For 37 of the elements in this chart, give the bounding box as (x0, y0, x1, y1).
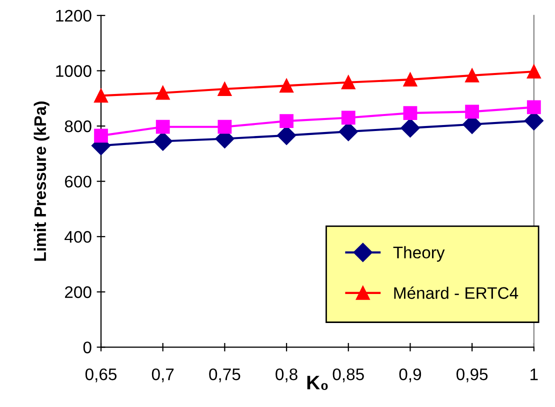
y-tick-label: 600 (65, 176, 92, 188)
point (341, 110, 356, 125)
x-tick-label: 0,75 (209, 368, 240, 382)
y-tick-label: 800 (64, 120, 92, 132)
point (94, 88, 108, 103)
point (156, 120, 170, 134)
x-tick-label: 0,7 (152, 368, 174, 382)
x-axis-title: K₀ (307, 376, 328, 390)
x-tick-label: 1 (530, 368, 538, 380)
point (526, 64, 541, 79)
point (400, 118, 420, 138)
x-tick-label: 0,85 (332, 368, 364, 382)
y-tick-label: 200 (65, 286, 92, 298)
point (341, 75, 356, 90)
y-tick-label: 1000 (56, 65, 92, 77)
point (465, 68, 480, 82)
x-tick-label: 0,95 (456, 368, 488, 382)
y-tick-label: 0 (83, 342, 92, 354)
point (403, 106, 418, 120)
point (280, 78, 294, 93)
y-tick-label: 400 (64, 231, 92, 243)
point (94, 128, 108, 143)
legend-label: Ménard - ERTC4 (394, 286, 518, 299)
point (153, 132, 172, 151)
point (465, 104, 480, 119)
legend-label: Theory (393, 246, 445, 262)
point (156, 86, 170, 100)
x-tick-label: 0,65 (85, 368, 117, 382)
point (218, 82, 232, 96)
point (403, 72, 418, 87)
y-axis-title: Limit Pressure (kPa) (34, 102, 50, 261)
point (280, 114, 294, 128)
y-tick-label: 1200 (56, 10, 92, 22)
point (526, 100, 541, 114)
point (218, 120, 232, 134)
x-tick-label: 0,9 (399, 368, 422, 382)
x-tick-label: 0,8 (276, 368, 298, 382)
